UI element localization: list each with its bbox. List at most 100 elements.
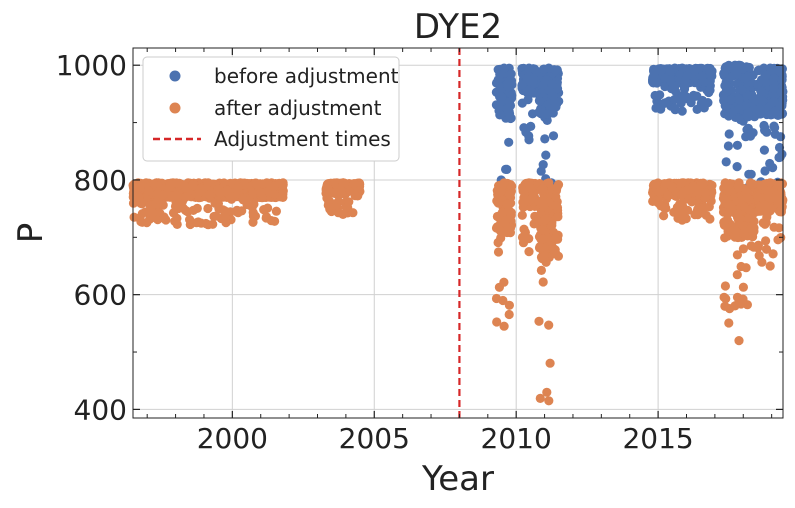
after-adjustment-point	[719, 183, 729, 193]
after-adjustment-segment	[648, 178, 717, 225]
after-adjustment-point	[720, 281, 731, 291]
before-adjustment-point	[759, 145, 770, 155]
after-adjustment-point	[536, 265, 547, 275]
after-adjustment-point	[498, 295, 508, 306]
before-adjustment-point	[734, 94, 744, 104]
x-tick-label: 2015	[622, 422, 693, 455]
after-adjustment-point	[504, 309, 514, 320]
after-adjustment-point	[535, 393, 545, 403]
before-adjustment-point	[721, 157, 731, 167]
after-adjustment-point	[504, 300, 514, 310]
before-adjustment-point	[734, 60, 744, 70]
after-adjustment-point	[753, 243, 763, 253]
before-adjustment-point	[726, 95, 736, 105]
after-adjustment-point	[269, 189, 279, 199]
before-adjustment-point	[503, 81, 513, 91]
after-adjustment-point	[232, 205, 242, 215]
after-adjustment-point	[769, 222, 779, 232]
before-adjustment-point	[703, 98, 713, 108]
after-adjustment-point	[493, 198, 503, 208]
after-adjustment-point	[545, 358, 555, 368]
before-adjustment-point	[756, 105, 766, 115]
before-adjustment-point	[682, 71, 692, 81]
after-adjustment-point	[677, 215, 687, 225]
after-adjustment-point	[496, 233, 506, 243]
before-adjustment-point	[775, 67, 785, 77]
after-adjustment-point	[519, 198, 529, 208]
before-adjustment-point	[504, 97, 514, 107]
before-adjustment-point	[519, 123, 529, 133]
after-adjustment-point	[193, 188, 203, 198]
after-adjustment-point	[518, 186, 528, 196]
x-tick-label: 2010	[481, 422, 552, 455]
before-adjustment-point	[548, 131, 559, 141]
after-adjustment-point	[539, 251, 549, 261]
before-adjustment-point	[705, 85, 715, 95]
after-adjustment-point	[161, 215, 171, 225]
after-adjustment-point	[651, 179, 661, 189]
before-adjustment-point	[777, 149, 787, 159]
after-adjustment-point	[698, 178, 708, 188]
before-adjustment-point	[547, 79, 557, 89]
after-adjustment-point	[757, 257, 767, 267]
after-adjustment-point	[135, 182, 145, 192]
after-adjustment-point	[773, 196, 783, 206]
after-adjustment-point	[742, 193, 752, 203]
before-adjustment-point	[506, 69, 516, 79]
after-adjustment-point	[263, 203, 273, 213]
before-adjustment-point	[740, 73, 751, 83]
after-adjustment-point	[551, 233, 561, 243]
after-adjustment-point	[278, 180, 288, 190]
after-adjustment-point	[493, 247, 504, 257]
after-adjustment-point	[524, 178, 534, 188]
after-adjustment-point	[220, 206, 230, 216]
before-adjustment-point	[734, 104, 744, 114]
after-adjustment-point	[659, 203, 670, 213]
ticks: 2000 2005 2010 2015 400 600 800 1000	[56, 48, 783, 455]
after-adjustment-point	[542, 387, 552, 397]
after-adjustment-point	[323, 184, 333, 194]
after-adjustment-point	[183, 207, 193, 217]
after-adjustment-point	[517, 210, 527, 220]
after-adjustment-point	[203, 203, 213, 214]
after-adjustment-point	[745, 178, 756, 188]
before-adjustment-point	[680, 81, 690, 91]
after-adjustment-point	[551, 200, 561, 211]
after-adjustment-point	[553, 212, 563, 222]
legend-label-adjustment: Adjustment times	[214, 127, 391, 151]
after-adjustment-point	[204, 190, 215, 200]
after-adjustment-point	[271, 206, 281, 216]
after-adjustment-point	[496, 187, 506, 197]
before-adjustment-point	[757, 95, 767, 105]
before-adjustment-point	[777, 75, 787, 85]
before-adjustment-point	[507, 90, 517, 100]
after-adjustment-segment	[321, 178, 365, 219]
x-tick-label: 2000	[197, 422, 268, 455]
after-adjustment-point	[172, 213, 182, 223]
after-adjustment-point	[203, 220, 213, 230]
after-adjustment-point	[746, 223, 756, 234]
after-adjustment-point	[502, 199, 512, 209]
after-adjustment-point	[171, 178, 181, 188]
after-adjustment-point	[773, 180, 783, 190]
after-adjustment-point	[552, 182, 562, 192]
before-adjustment-point	[719, 68, 729, 79]
before-adjustment-point	[723, 141, 734, 151]
after-adjustment-point	[188, 180, 198, 190]
after-adjustment-point	[663, 190, 673, 200]
before-adjustment-point	[517, 98, 527, 108]
after-adjustment-point	[734, 336, 744, 346]
y-tick-label: 400	[74, 393, 127, 426]
y-tick-label: 1000	[56, 49, 127, 82]
before-adjustment-point	[540, 134, 550, 144]
after-adjustment-point	[768, 249, 778, 259]
after-adjustment-point	[181, 192, 191, 202]
before-adjustment-segment	[491, 63, 517, 219]
before-adjustment-point	[535, 96, 545, 106]
after-adjustment-point	[534, 316, 544, 326]
before-adjustment-segment	[534, 63, 564, 208]
after-adjustment-point	[170, 201, 181, 211]
before-adjustment-point	[689, 66, 699, 76]
after-adjustment-point	[524, 234, 534, 244]
after-adjustment-point	[248, 208, 258, 218]
